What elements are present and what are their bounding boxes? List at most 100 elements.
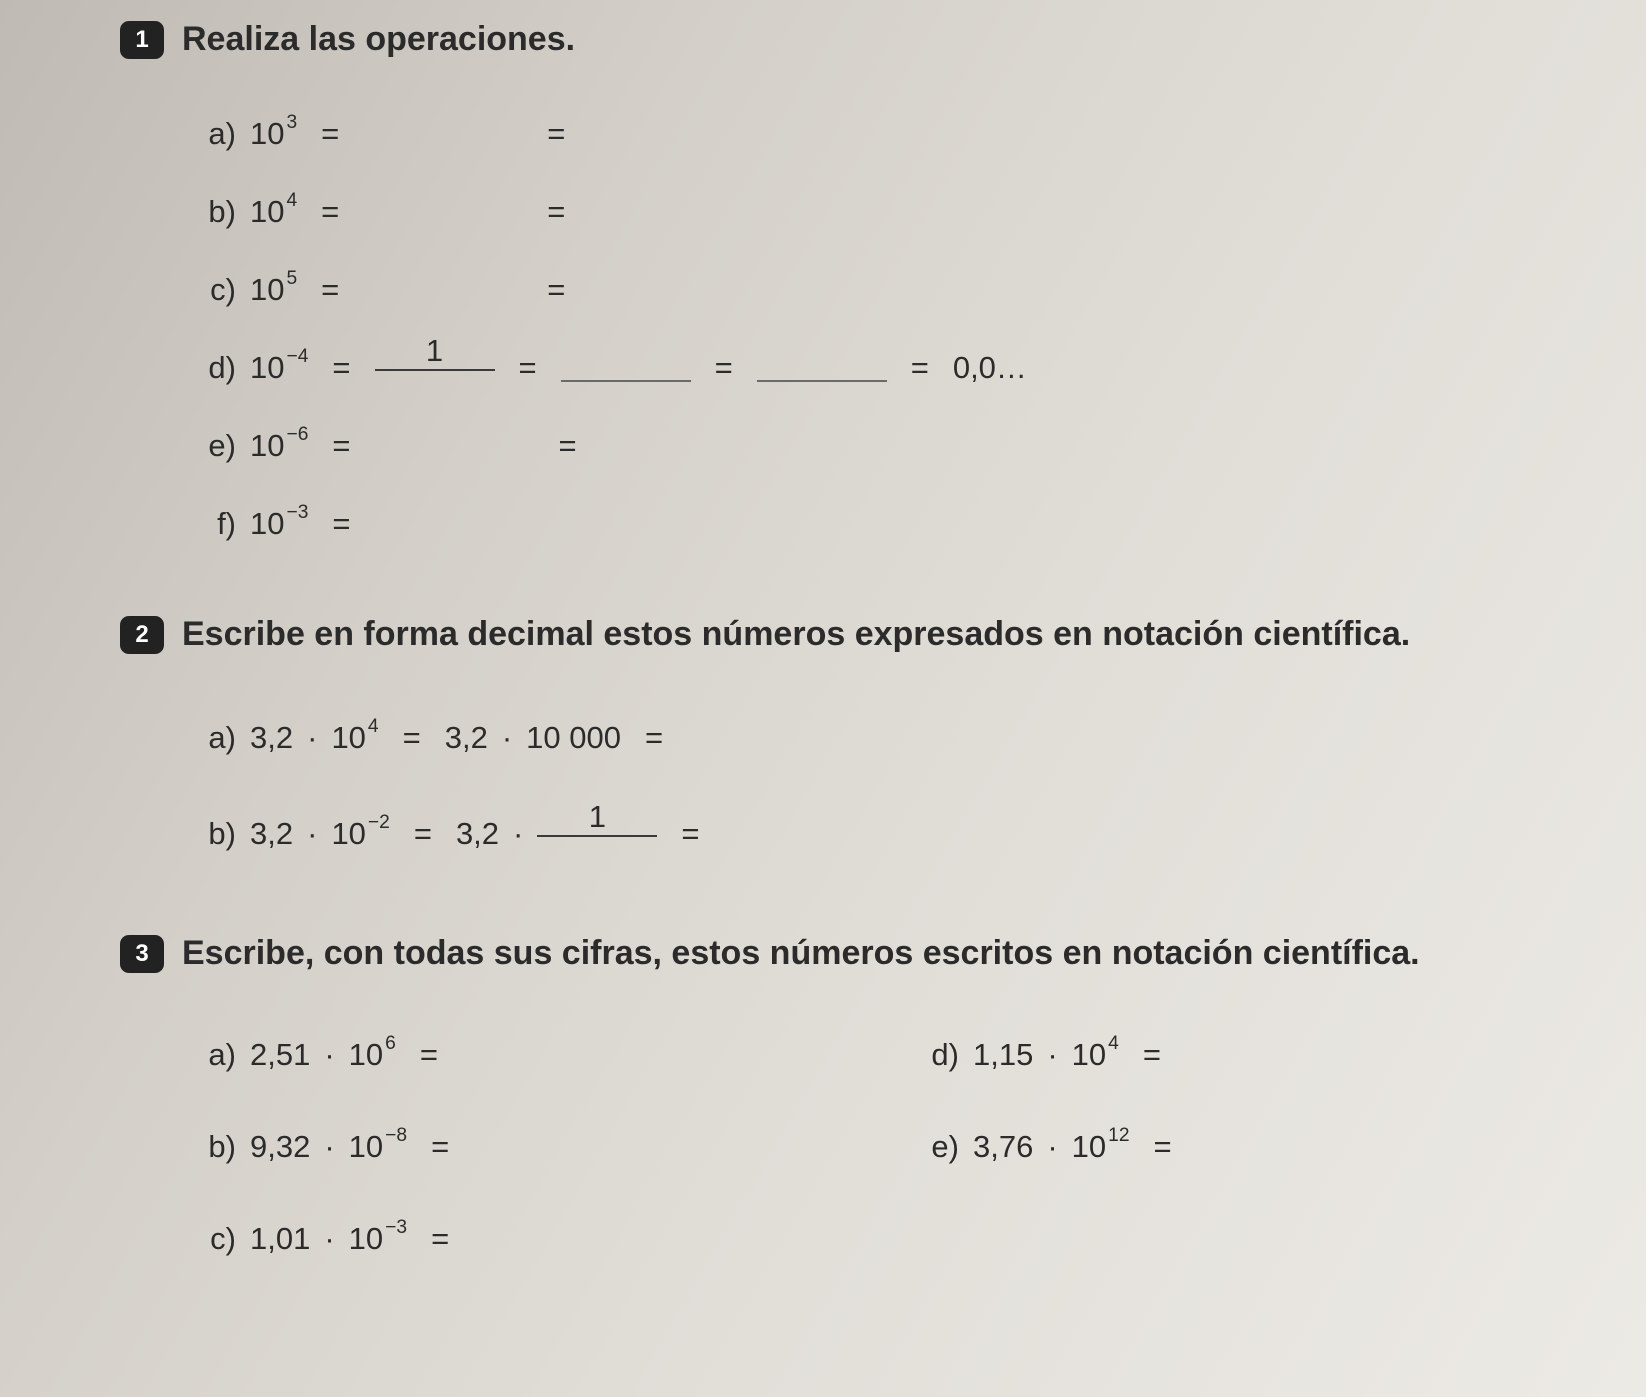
rhs-value: 10 000 (526, 720, 621, 756)
base: 10 (250, 350, 284, 386)
section-2-items: a) 3,2 · 10 4 = 3,2 · 10 000 = b) 3,2 · … (120, 690, 1576, 882)
base: 10 (1072, 1129, 1106, 1165)
coef: 9,32 (250, 1129, 310, 1165)
dot: · (307, 720, 317, 756)
equals: = (547, 116, 565, 152)
item-2a: a) 3,2 · 10 4 = 3,2 · 10 000 = (190, 690, 1576, 786)
item-2b: b) 3,2 · 10 −2 = 3,2 · 1 = (190, 786, 1576, 882)
base: 10 (250, 194, 284, 230)
numerator: 1 (420, 335, 449, 369)
equals: = (547, 272, 565, 308)
base: 10 (1072, 1037, 1106, 1073)
blank (757, 354, 887, 382)
item-label: b) (190, 816, 236, 852)
denominator-blank (375, 369, 495, 402)
section-3: 3 Escribe, con todas sus cifras, estos n… (120, 934, 1576, 1285)
exponent: −3 (286, 502, 308, 524)
section-3-left-col: a) 2,51 · 10 6 = b) 9,32 · 10 −8 = (190, 1009, 853, 1285)
equals: = (1143, 1037, 1161, 1073)
item-label: b) (190, 194, 236, 230)
equals: = (911, 350, 929, 386)
section-1-items: a) 10 3 = = b) 10 4 = = c) 10 5 (120, 95, 1576, 563)
exponent: −6 (286, 424, 308, 446)
base: 10 (250, 428, 284, 464)
equals: = (645, 720, 663, 756)
equals: = (332, 506, 350, 542)
section-2: 2 Escribe en forma decimal estos números… (120, 615, 1576, 882)
item-label: a) (190, 116, 236, 152)
section-3-items: a) 2,51 · 10 6 = b) 9,32 · 10 −8 = (120, 1009, 1576, 1285)
item-label: b) (190, 1129, 236, 1165)
item-1d: d) 10 −4 = 1 = = = 0,0… (190, 329, 1576, 407)
equals: = (321, 272, 339, 308)
item-3d: d) 1,15 · 10 4 = (913, 1009, 1576, 1101)
equals: = (431, 1221, 449, 1257)
equals: = (332, 428, 350, 464)
exponent: 4 (1108, 1033, 1119, 1055)
power: 10 −2 (331, 816, 389, 852)
base: 10 (349, 1221, 383, 1257)
section-1-title: 1 Realiza las operaciones. (120, 20, 1576, 59)
coef-rhs: 3,2 (445, 720, 488, 756)
power: 10 5 (250, 272, 297, 308)
power: 10 6 (349, 1037, 396, 1073)
section-3-title-text: Escribe, con todas sus cifras, estos núm… (182, 934, 1420, 973)
equals: = (414, 816, 432, 852)
section-2-title: 2 Escribe en forma decimal estos números… (120, 615, 1576, 654)
coef: 3,2 (250, 720, 293, 756)
denominator-blank (537, 835, 657, 868)
equals: = (1154, 1129, 1172, 1165)
dot: · (1047, 1037, 1057, 1073)
item-label: c) (190, 1221, 236, 1257)
base: 10 (349, 1037, 383, 1073)
exponent: −3 (385, 1217, 407, 1239)
dot: · (307, 816, 317, 852)
badge-3: 3 (120, 935, 164, 973)
coef: 3,76 (973, 1129, 1033, 1165)
dot: · (1047, 1129, 1057, 1165)
exponent: −4 (286, 346, 308, 368)
power: 10 4 (331, 720, 378, 756)
coef: 2,51 (250, 1037, 310, 1073)
section-2-title-text: Escribe en forma decimal estos números e… (182, 615, 1410, 654)
equals: = (715, 350, 733, 386)
item-3c: c) 1,01 · 10 −3 = (190, 1193, 853, 1285)
item-1e: e) 10 −6 = = (190, 407, 1576, 485)
coef: 1,15 (973, 1037, 1033, 1073)
item-label: d) (913, 1037, 959, 1073)
item-label: c) (190, 272, 236, 308)
equals: = (420, 1037, 438, 1073)
power: 10 −3 (349, 1221, 407, 1257)
item-3b: b) 9,32 · 10 −8 = (190, 1101, 853, 1193)
section-3-title: 3 Escribe, con todas sus cifras, estos n… (120, 934, 1576, 973)
item-1f: f) 10 −3 = (190, 485, 1576, 563)
item-3a: a) 2,51 · 10 6 = (190, 1009, 853, 1101)
equals: = (519, 350, 537, 386)
badge-1: 1 (120, 21, 164, 59)
power: 10 4 (250, 194, 297, 230)
base: 10 (331, 720, 365, 756)
exponent: 6 (385, 1033, 396, 1055)
equals: = (403, 720, 421, 756)
exponent: 4 (286, 190, 297, 212)
dot: · (513, 816, 523, 852)
section-3-right-col: d) 1,15 · 10 4 = e) 3,76 · 10 12 = (913, 1009, 1576, 1285)
item-label: a) (190, 1037, 236, 1073)
item-label: f) (190, 506, 236, 542)
base: 10 (349, 1129, 383, 1165)
section-1-title-text: Realiza las operaciones. (182, 20, 575, 59)
fraction: 1 (537, 801, 657, 868)
item-label: a) (190, 720, 236, 756)
dot: · (502, 720, 512, 756)
equals: = (547, 194, 565, 230)
fraction: 1 (375, 335, 495, 402)
dot: · (324, 1037, 334, 1073)
base: 10 (331, 816, 365, 852)
item-label: d) (190, 350, 236, 386)
item-label: e) (190, 428, 236, 464)
exponent: 5 (286, 268, 297, 290)
blank (561, 354, 691, 382)
coef: 3,2 (250, 816, 293, 852)
power: 10 −8 (349, 1129, 407, 1165)
section-1: 1 Realiza las operaciones. a) 10 3 = = b… (120, 20, 1576, 563)
